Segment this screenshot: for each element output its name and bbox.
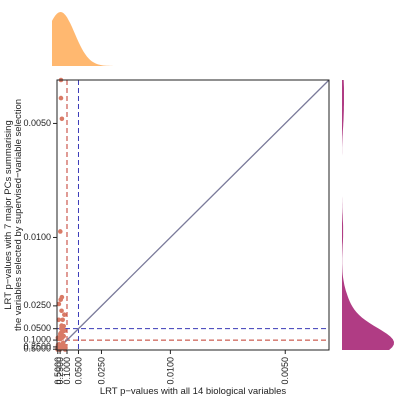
x-tick-label-0.2500: 0.2500: [55, 357, 65, 385]
data-point-47: [60, 317, 65, 323]
data-point-49: [61, 323, 67, 329]
data-point-50: [61, 333, 67, 339]
top-density-area: [52, 12, 185, 66]
data-point-58: [58, 95, 64, 101]
data-point-56: [62, 343, 67, 349]
x-tick-label-0.0100: 0.0100: [165, 357, 175, 385]
data-point-21: [56, 301, 62, 307]
x-tick-label-0.1000: 0.1000: [62, 357, 72, 385]
y-tick-label-0.2500: 0.2500: [23, 341, 51, 351]
y-tick-label-0.0050: 0.0050: [23, 118, 51, 128]
x-tick-label-0.0050: 0.0050: [280, 357, 290, 385]
reference-lines: [56, 79, 330, 351]
right-density-plot: [342, 80, 394, 350]
top-density-plot: [52, 12, 185, 66]
y-tick-label-0.0100: 0.0100: [23, 232, 51, 242]
x-tick-label-0.0500: 0.0500: [73, 357, 83, 385]
data-point-40: [59, 294, 65, 300]
data-point-60: [59, 116, 65, 122]
right-density-area: [342, 80, 394, 350]
plot-frame: [56, 79, 330, 351]
y-tick-label-0.1000: 0.1000: [23, 334, 51, 344]
y-tick-label-0.0500: 0.0500: [23, 323, 51, 333]
data-points: [55, 77, 68, 352]
y-axis-label-line-1: LRT p−values with 7 major PCs summarisin…: [3, 120, 14, 309]
data-point-39: [59, 308, 64, 314]
data-point-20: [56, 317, 61, 323]
x-axis-label: LRT p−values with all 14 biological vari…: [100, 386, 287, 397]
x-tick-label-0.5000: 0.5000: [53, 357, 63, 385]
data-point-52: [62, 312, 67, 317]
data-point-51: [62, 328, 67, 334]
x-tick-label-0.0250: 0.0250: [96, 357, 106, 385]
data-point-57: [57, 229, 63, 234]
y-tick-label-0.0250: 0.0250: [23, 300, 51, 310]
y-tick-label-0.5000: 0.5000: [23, 344, 51, 354]
y-axis-label-line-2: the variables selected by supervised−var…: [13, 99, 24, 331]
identity-line: [56, 79, 330, 351]
